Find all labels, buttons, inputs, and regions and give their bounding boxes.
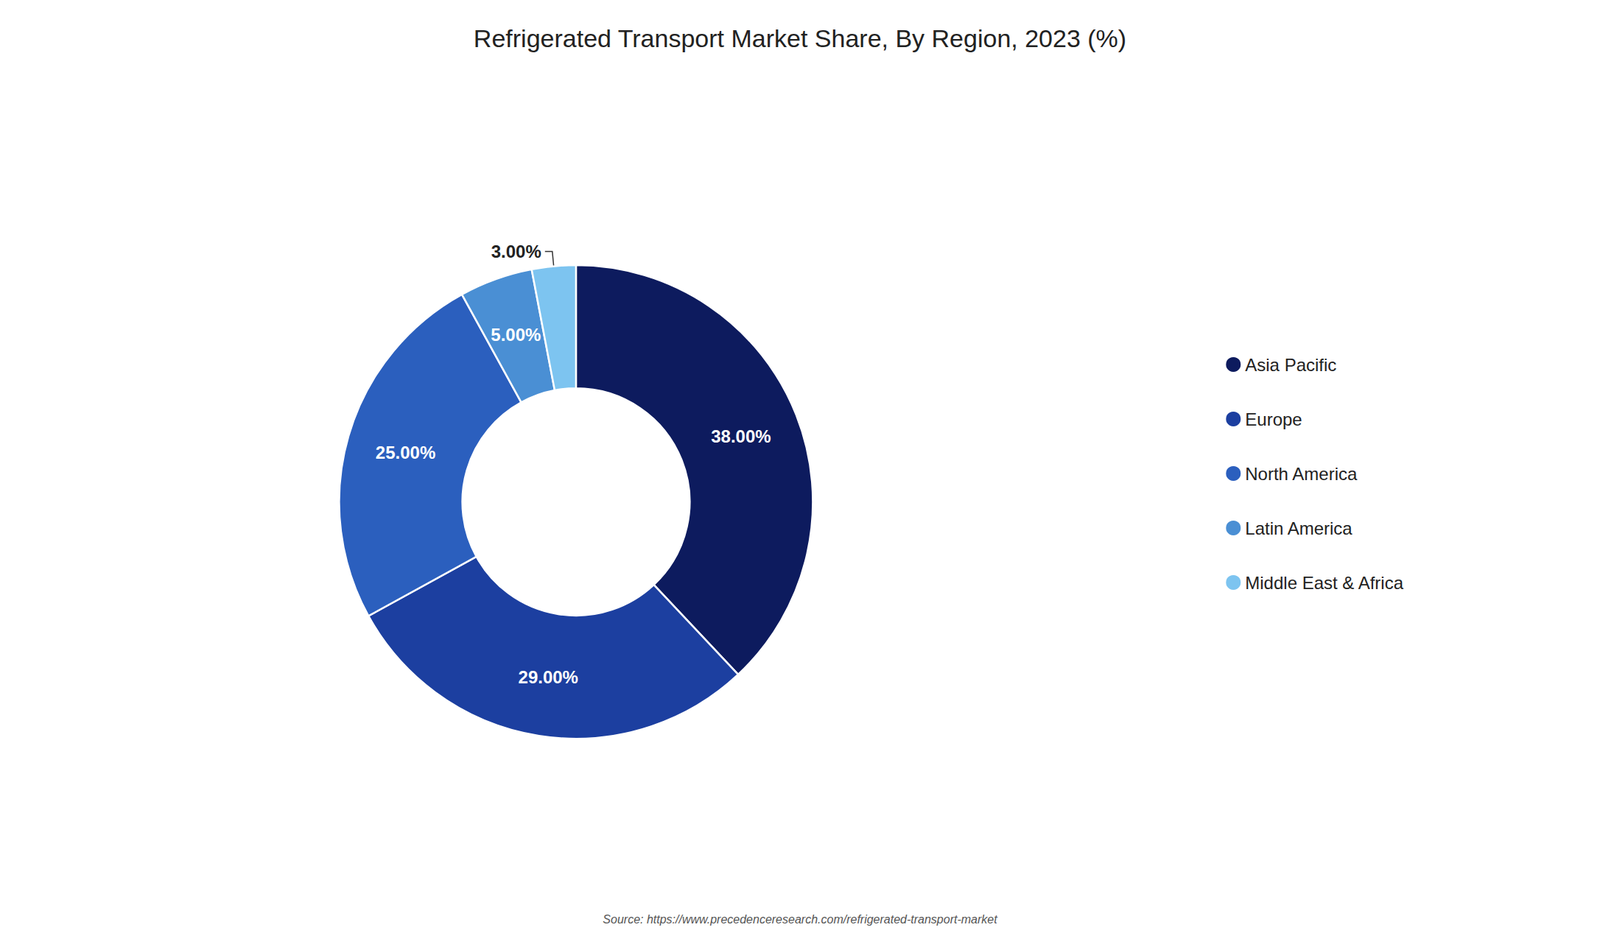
svg-text:38.00%: 38.00%	[710, 426, 771, 447]
svg-text:Asia Pacific: Asia Pacific	[1244, 355, 1337, 375]
svg-text:5.00%: 5.00%	[490, 324, 541, 345]
svg-text:3.00%: 3.00%	[491, 241, 542, 262]
svg-text:Middle East & Africa: Middle East & Africa	[1244, 573, 1404, 594]
svg-text:29.00%: 29.00%	[518, 667, 579, 688]
svg-text:Source: https://www.precedence: Source: https://www.precedenceresearch.c…	[602, 913, 998, 926]
svg-text:North America: North America	[1244, 464, 1358, 484]
svg-text:Refrigerated Transport Market: Refrigerated Transport Market Share, By …	[473, 24, 1127, 53]
svg-text:Europe: Europe	[1244, 409, 1302, 430]
svg-text:Latin America: Latin America	[1244, 518, 1353, 539]
svg-text:25.00%: 25.00%	[375, 442, 436, 463]
